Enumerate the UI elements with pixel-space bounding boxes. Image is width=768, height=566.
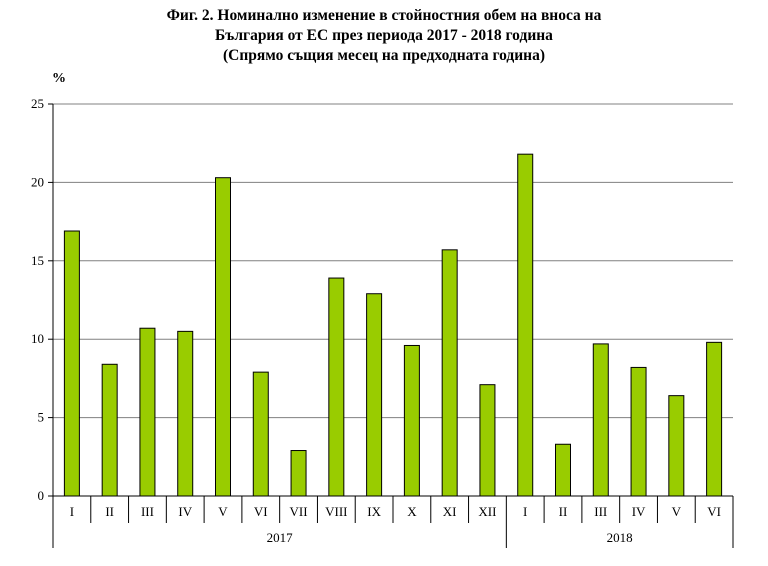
- bar: [441, 249, 458, 497]
- group-label: 2018: [607, 530, 633, 545]
- chart-title: Фиг. 2. Номинално изменение в стойностни…: [0, 6, 768, 66]
- x-tick-label: I: [70, 504, 74, 519]
- bar: [479, 384, 496, 497]
- x-tick-label: VIII: [325, 504, 347, 519]
- y-tick-label: 20: [31, 174, 44, 189]
- bar: [668, 395, 685, 497]
- x-tick-label: VI: [707, 504, 721, 519]
- chart-title-line-3: (Спрямо същия месец на предходната годин…: [222, 47, 546, 64]
- chart-title-line-2: България от ЕС през периода 2017 - 2018 …: [215, 27, 553, 44]
- bar: [555, 443, 571, 497]
- bars: [63, 153, 723, 497]
- bar: [139, 327, 156, 497]
- bar: [517, 153, 534, 497]
- x-tick-label: VII: [290, 504, 308, 519]
- y-tick-label: 5: [38, 410, 45, 425]
- x-tick-label: I: [523, 504, 527, 519]
- x-tick-label: V: [672, 504, 682, 519]
- y-tick-label: 10: [31, 331, 44, 346]
- bar: [630, 366, 647, 497]
- y-axis-label: %: [52, 71, 66, 86]
- y-tick-label: 0: [38, 488, 45, 503]
- x-tick-label: II: [105, 504, 114, 519]
- bar: [366, 293, 383, 497]
- x-tick-label: XI: [443, 504, 457, 519]
- x-tick-label: V: [218, 504, 228, 519]
- bar: [215, 177, 231, 497]
- x-tick-label: III: [594, 504, 607, 519]
- x-tick-label: VI: [254, 504, 268, 519]
- x-tick-label: IV: [632, 504, 646, 519]
- bar: [177, 330, 194, 497]
- bar: [328, 277, 345, 497]
- bar: [403, 344, 420, 497]
- chart-title-line-1: Фиг. 2. Номинално изменение в стойностни…: [166, 7, 602, 24]
- gridlines: [53, 103, 733, 419]
- y-tick-label: 15: [31, 253, 44, 268]
- x-tick-label: IX: [367, 504, 381, 519]
- x-tick-label: II: [559, 504, 568, 519]
- x-tick-label: IV: [178, 504, 192, 519]
- x-tick-label: III: [141, 504, 154, 519]
- bar: [63, 230, 80, 497]
- group-label: 2017: [267, 530, 294, 545]
- x-tick-label: X: [407, 504, 417, 519]
- y-tick-label: 25: [31, 96, 44, 111]
- bar: [592, 343, 609, 497]
- bar: [290, 450, 307, 497]
- bar: [706, 341, 723, 497]
- x-tick-label: XII: [478, 504, 496, 519]
- bar: [252, 371, 269, 497]
- bar: [101, 363, 118, 497]
